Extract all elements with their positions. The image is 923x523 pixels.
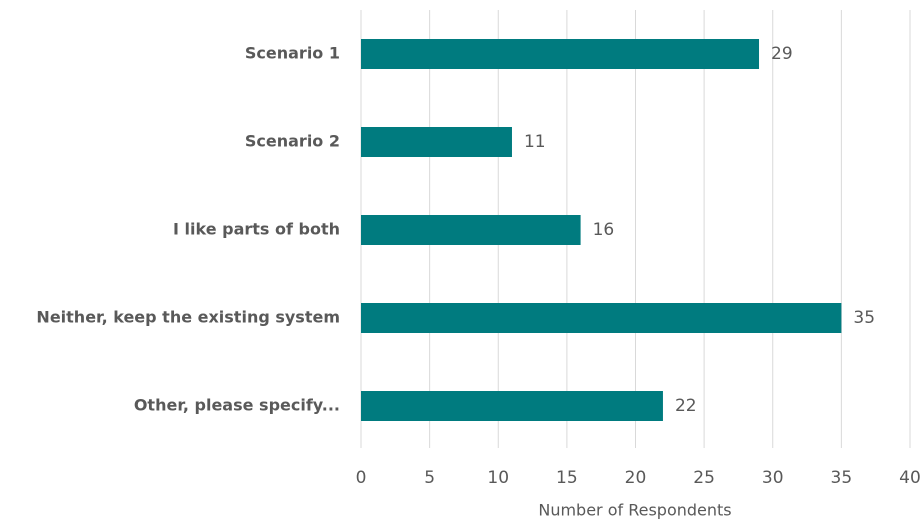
y-tick-label: I like parts of both xyxy=(173,220,340,239)
x-tick-label: 0 xyxy=(356,468,367,488)
x-axis-label: Number of Respondents xyxy=(538,501,731,520)
y-tick-label: Scenario 1 xyxy=(245,44,340,63)
x-tick-label: 15 xyxy=(556,468,578,488)
x-tick-label: 40 xyxy=(899,468,921,488)
bar xyxy=(361,215,581,245)
y-tick-label: Other, please specify... xyxy=(134,396,340,415)
data-label: 29 xyxy=(771,44,793,64)
x-tick-label: 30 xyxy=(762,468,784,488)
bar xyxy=(361,391,663,421)
x-tick-label: 5 xyxy=(424,468,435,488)
data-label: 16 xyxy=(593,220,615,240)
y-tick-label: Neither, keep the existing system xyxy=(36,308,340,327)
data-label: 35 xyxy=(853,308,875,328)
bar xyxy=(361,39,760,69)
x-tick-label: 35 xyxy=(831,468,853,488)
data-label: 22 xyxy=(675,396,697,416)
bar xyxy=(361,127,512,157)
x-tick-label: 20 xyxy=(625,468,647,488)
data-label: 11 xyxy=(524,132,546,152)
bar xyxy=(361,303,842,333)
y-tick-label: Scenario 2 xyxy=(245,132,340,151)
x-tick-label: 10 xyxy=(487,468,509,488)
x-tick-label: 25 xyxy=(693,468,715,488)
